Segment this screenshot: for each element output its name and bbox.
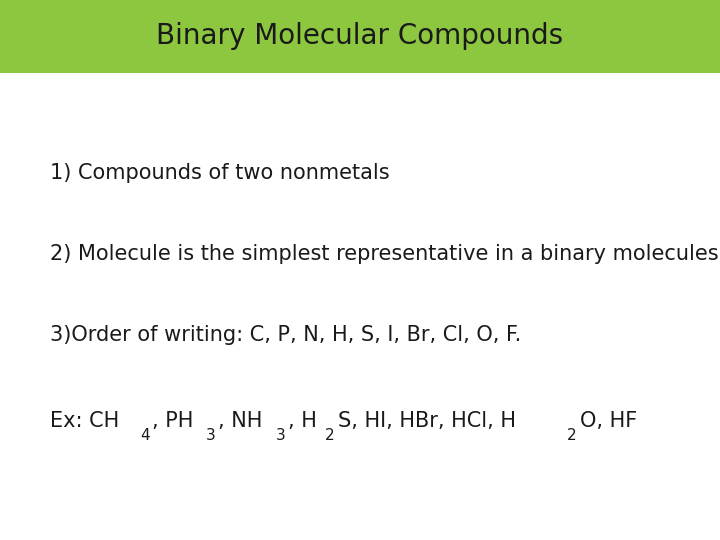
Text: 3)Order of writing: C, P, N, H, S, I, Br, Cl, O, F.: 3)Order of writing: C, P, N, H, S, I, Br… — [50, 325, 522, 345]
Text: 3: 3 — [206, 428, 215, 443]
Text: 4: 4 — [140, 428, 149, 443]
Text: 2: 2 — [567, 428, 577, 443]
Text: , PH: , PH — [152, 411, 194, 431]
Text: O, HF: O, HF — [580, 411, 637, 431]
Text: 1) Compounds of two nonmetals: 1) Compounds of two nonmetals — [50, 163, 390, 183]
Text: , NH: , NH — [218, 411, 263, 431]
FancyBboxPatch shape — [0, 0, 720, 73]
Text: 2: 2 — [325, 428, 335, 443]
Text: , H: , H — [288, 411, 317, 431]
Text: 2) Molecule is the simplest representative in a binary molecules: 2) Molecule is the simplest representati… — [50, 244, 719, 264]
Text: Ex: CH: Ex: CH — [50, 411, 120, 431]
Text: Binary Molecular Compounds: Binary Molecular Compounds — [156, 23, 564, 50]
Text: S, HI, HBr, HCl, H: S, HI, HBr, HCl, H — [338, 411, 516, 431]
Text: 3: 3 — [276, 428, 285, 443]
